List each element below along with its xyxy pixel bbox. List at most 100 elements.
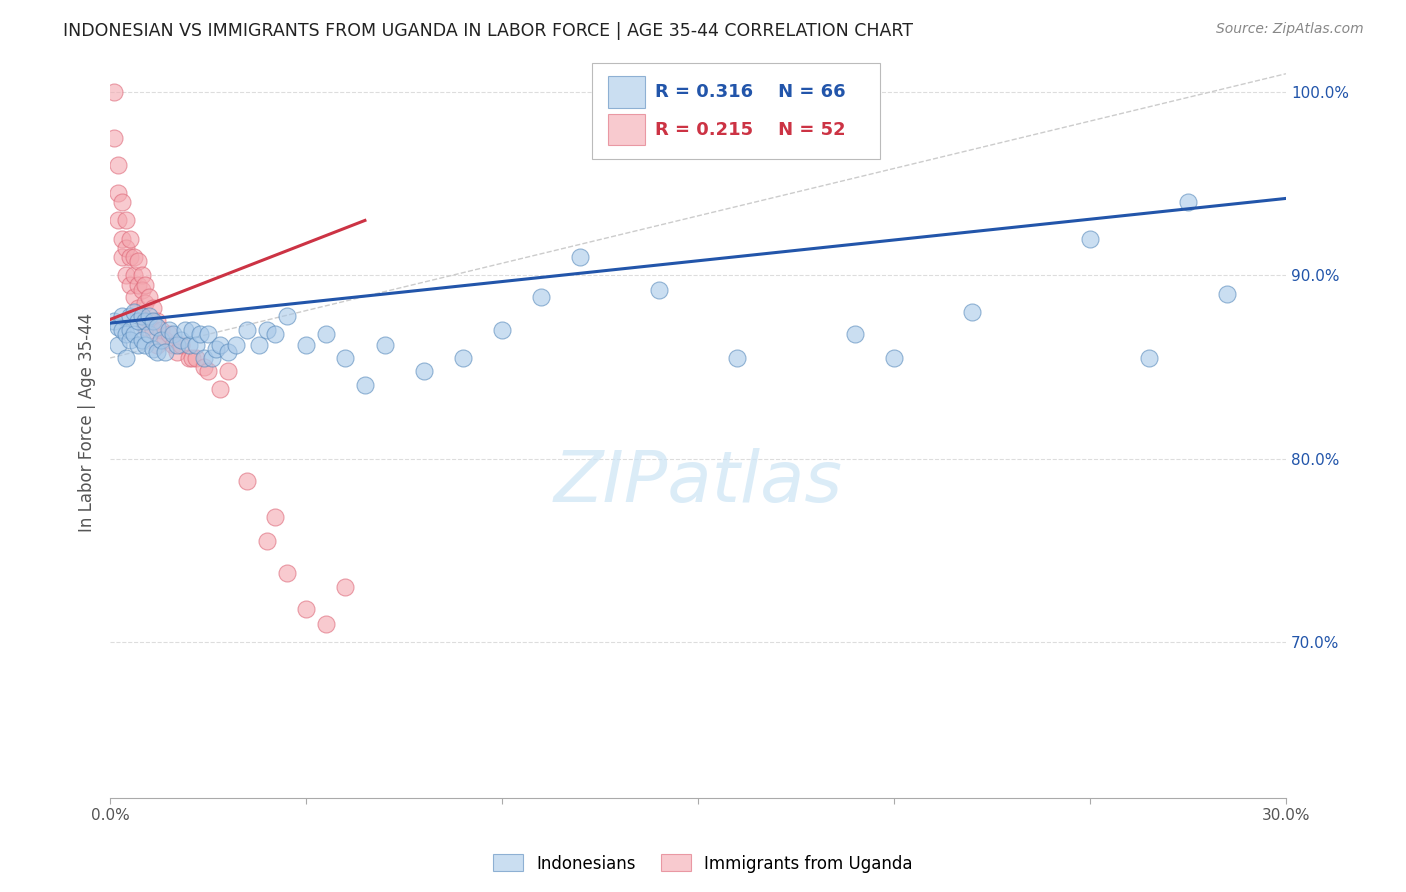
- Point: [373, 338, 395, 352]
- Text: Source: ZipAtlas.com: Source: ZipAtlas.com: [1216, 22, 1364, 37]
- Point: [134, 319, 156, 334]
- Point: [127, 301, 149, 316]
- Point: [315, 616, 337, 631]
- Point: [1177, 195, 1199, 210]
- Point: [111, 250, 134, 264]
- Point: [181, 323, 204, 337]
- Point: [315, 327, 337, 342]
- Point: [170, 338, 193, 352]
- Point: [725, 351, 748, 365]
- Point: [295, 338, 318, 352]
- Point: [225, 338, 247, 352]
- Point: [114, 268, 136, 283]
- Point: [127, 277, 149, 292]
- Point: [138, 290, 160, 304]
- Point: [354, 378, 377, 392]
- Point: [247, 338, 270, 352]
- Point: [193, 360, 215, 375]
- Point: [208, 338, 231, 352]
- Y-axis label: In Labor Force | Age 35-44: In Labor Force | Age 35-44: [79, 312, 96, 532]
- Point: [103, 314, 125, 328]
- Point: [122, 290, 145, 304]
- Point: [217, 364, 239, 378]
- Point: [177, 338, 200, 352]
- Point: [197, 327, 219, 342]
- Point: [153, 333, 176, 347]
- Point: [150, 333, 173, 347]
- Point: [201, 351, 224, 365]
- Point: [107, 213, 129, 227]
- Point: [412, 364, 434, 378]
- Point: [146, 319, 169, 334]
- Point: [276, 309, 298, 323]
- Point: [186, 351, 208, 365]
- Point: [157, 323, 180, 337]
- Point: [256, 323, 278, 337]
- Point: [217, 345, 239, 359]
- Point: [263, 327, 285, 342]
- Point: [134, 296, 156, 310]
- Legend: Indonesians, Immigrants from Uganda: Indonesians, Immigrants from Uganda: [486, 847, 920, 880]
- Point: [193, 351, 215, 365]
- Point: [127, 253, 149, 268]
- Point: [131, 309, 153, 323]
- Point: [142, 323, 165, 337]
- Point: [170, 333, 193, 347]
- Point: [962, 305, 984, 319]
- Point: [157, 327, 180, 342]
- FancyBboxPatch shape: [607, 77, 645, 108]
- Point: [335, 351, 357, 365]
- Point: [256, 534, 278, 549]
- Point: [451, 351, 474, 365]
- Point: [1137, 351, 1160, 365]
- Point: [197, 364, 219, 378]
- Point: [118, 250, 141, 264]
- Point: [111, 195, 134, 210]
- FancyBboxPatch shape: [607, 114, 645, 145]
- Point: [150, 323, 173, 337]
- Text: INDONESIAN VS IMMIGRANTS FROM UGANDA IN LABOR FORCE | AGE 35-44 CORRELATION CHAR: INDONESIAN VS IMMIGRANTS FROM UGANDA IN …: [63, 22, 914, 40]
- Point: [131, 309, 153, 323]
- Text: R = 0.215    N = 52: R = 0.215 N = 52: [655, 120, 845, 138]
- Point: [844, 327, 866, 342]
- Point: [142, 301, 165, 316]
- Point: [111, 309, 134, 323]
- FancyBboxPatch shape: [592, 62, 880, 159]
- Point: [208, 382, 231, 396]
- Point: [166, 345, 188, 359]
- Point: [138, 314, 160, 328]
- Point: [138, 309, 160, 323]
- Point: [138, 327, 160, 342]
- Point: [142, 342, 165, 356]
- Point: [181, 351, 204, 365]
- Point: [103, 131, 125, 145]
- Point: [122, 327, 145, 342]
- Point: [162, 327, 184, 342]
- Point: [111, 232, 134, 246]
- Point: [146, 314, 169, 328]
- Point: [134, 277, 156, 292]
- Point: [111, 323, 134, 337]
- Point: [146, 345, 169, 359]
- Point: [263, 510, 285, 524]
- Point: [142, 314, 165, 328]
- Point: [1078, 232, 1101, 246]
- Point: [127, 338, 149, 352]
- Point: [114, 327, 136, 342]
- Point: [173, 323, 195, 337]
- Point: [236, 474, 259, 488]
- Point: [114, 351, 136, 365]
- Point: [276, 566, 298, 580]
- Point: [146, 338, 169, 352]
- Text: R = 0.316    N = 66: R = 0.316 N = 66: [655, 83, 845, 101]
- Point: [122, 268, 145, 283]
- Point: [491, 323, 513, 337]
- Point: [162, 338, 184, 352]
- Point: [295, 602, 318, 616]
- Point: [107, 319, 129, 334]
- Point: [131, 333, 153, 347]
- Point: [883, 351, 905, 365]
- Point: [122, 250, 145, 264]
- Point: [114, 213, 136, 227]
- Point: [103, 85, 125, 99]
